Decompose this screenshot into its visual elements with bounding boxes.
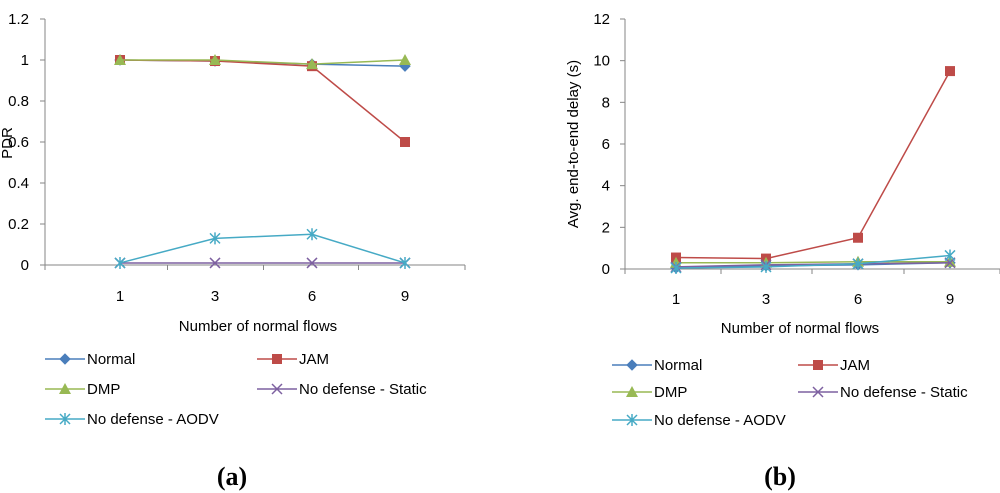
data-point [209,257,221,269]
y-tick-label: 0.4 [8,175,29,192]
x-tick-label: 3 [211,288,219,305]
y-tick-label: 6 [602,136,610,153]
data-point [944,249,956,262]
y-tick-label: 0 [21,257,29,274]
data-point [945,66,955,77]
panel-caption-b: (b) [764,462,796,491]
y-tick-label: 1.2 [8,11,29,28]
x-tick-label: 6 [308,288,316,305]
legend-item: DMP [612,384,687,401]
legend-label: DMP [654,384,687,401]
legend-item: No defense - AODV [45,411,219,428]
x-axis-label-b: Number of normal flows [721,320,879,337]
legend-label: JAM [299,351,329,368]
legend-marker [59,353,71,365]
data-point [399,54,411,65]
data-point [852,257,864,270]
legend-label: Normal [87,351,135,368]
legend-label: Normal [654,357,702,374]
data-point [853,232,863,243]
data-point [306,228,318,241]
legend-label: No defense - Static [840,384,968,401]
data-point [306,58,318,70]
data-point [114,256,126,269]
chart-panel-b: Avg. end-to-end delay (s) Number of norm… [565,60,879,491]
series-line-no-defense-aodv [119,233,406,264]
x-tick-label: 1 [116,288,124,305]
y-tick-label: 4 [602,178,610,195]
y-tick-label: 10 [593,53,610,70]
series-line-jam [119,59,406,143]
series-line-no-defense-static [675,262,951,268]
y-tick-label: 12 [593,11,610,28]
x-axis-label-a: Number of normal flows [179,318,337,335]
y-tick-label: 1 [21,52,29,69]
y-tick-label: 2 [602,219,610,236]
legend-item: JAM [257,351,329,368]
legend-item: No defense - Static [257,381,427,398]
x-tick-label: 9 [946,291,954,308]
y-tick-label: 0 [602,261,610,278]
y-axis-label-a: PDR [0,127,16,159]
chart-panel-a: PDR Number of normal flows (a) [0,127,337,491]
legend-item: Normal [612,357,702,374]
data-point [209,54,221,65]
data-point [209,232,221,245]
data-point [114,54,126,65]
series-line-dmp [120,59,406,65]
series-line-jam [675,70,951,260]
data-point [760,260,772,273]
legend-item: JAM [798,357,870,374]
series-line-dmp [676,260,950,264]
legend-label: No defense - Static [299,381,427,398]
chart-a: 0 0.2 0.4 0.6 0.8 1 1.2 1 3 6 9 Normal JAM DMP No defe… [8,11,466,428]
legend-label: No defense - AODV [654,412,786,429]
legend-marker [626,359,638,371]
x-tick-label: 9 [401,288,409,305]
data-point [306,257,318,269]
legend-item: No defense - Static [798,384,968,401]
legend-label: JAM [840,357,870,374]
x-tick-label: 3 [762,291,770,308]
data-point [399,256,411,269]
legend-marker [626,386,638,397]
legend-marker [272,354,282,364]
series-line-no-defense-aodv [675,254,951,269]
legend-item: Normal [45,351,135,368]
legend-label: No defense - AODV [87,411,219,428]
data-point [670,261,682,274]
legend-marker [812,386,824,398]
legend-marker [271,383,283,395]
legend-item: DMP [45,381,120,398]
y-tick-label: 0.2 [8,216,29,233]
panel-caption-a: (a) [217,462,247,491]
legend-marker [59,383,71,394]
legend-marker [59,413,71,425]
x-tick-label: 6 [854,291,862,308]
data-point [400,137,410,147]
y-axis-label-b: Avg. end-to-end delay (s) [565,60,582,228]
legend-item: No defense - AODV [612,412,786,429]
legend-marker [626,414,638,426]
chart-b: 0 2 4 6 8 10 12 1 3 6 9 Normal JAM DMP No defense - St… [593,11,1000,429]
legend-marker [813,360,823,370]
y-tick-label: 8 [602,94,610,111]
y-tick-label: 0.6 [8,134,29,151]
y-tick-label: 0.8 [8,93,29,110]
x-tick-label: 1 [672,291,680,308]
legend-label: DMP [87,381,120,398]
